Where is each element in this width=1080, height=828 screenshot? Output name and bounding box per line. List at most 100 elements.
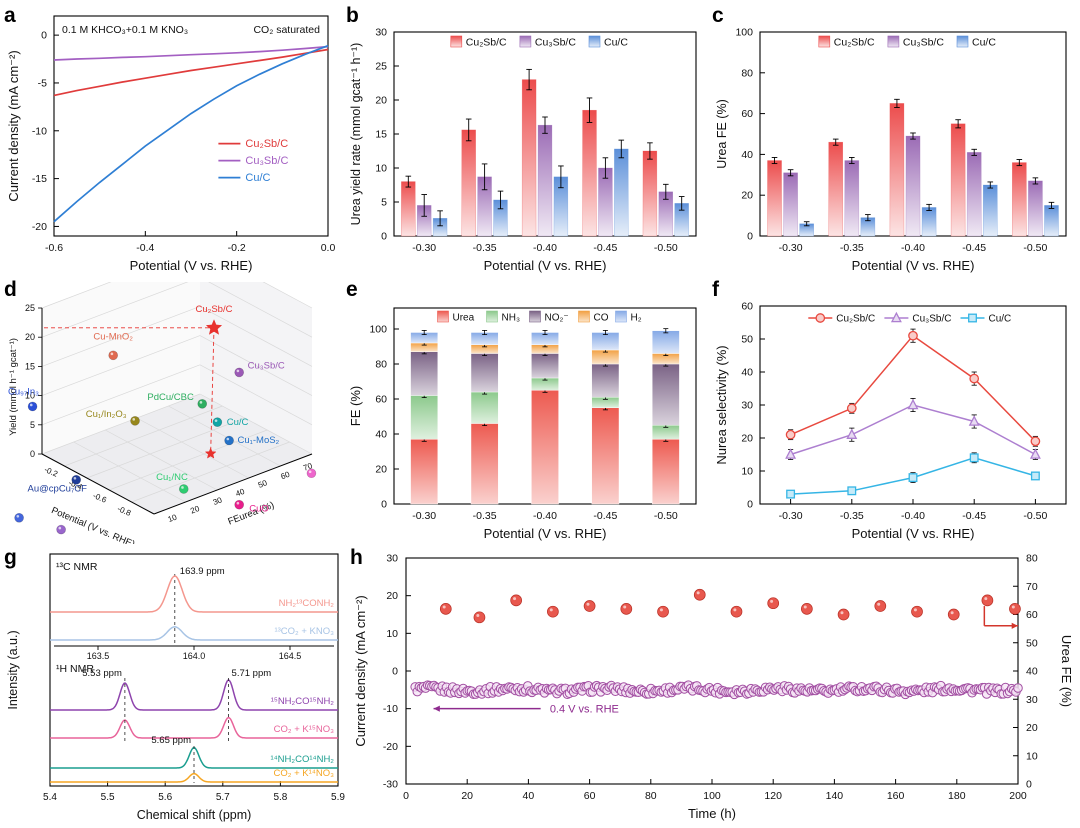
svg-text:Nurea selectivity (%): Nurea selectivity (%) [714, 345, 729, 464]
svg-text:100: 100 [369, 324, 387, 336]
svg-text:120: 120 [764, 790, 782, 802]
lsv-curve-Cu₃Sb/C [53, 45, 329, 61]
svg-text:-0.50: -0.50 [654, 242, 678, 254]
svg-text:5.6: 5.6 [158, 792, 172, 803]
svg-text:-0.40: -0.40 [533, 510, 557, 522]
svg-text:-10: -10 [32, 125, 47, 137]
svg-text:30: 30 [741, 400, 753, 412]
svg-text:H₂: H₂ [631, 313, 642, 324]
bar-Cu₂Sb/C--0.40 [521, 79, 537, 237]
stack-NH₃--0.35 [470, 391, 499, 424]
svg-text:0.4 V vs. RHE: 0.4 V vs. RHE [550, 704, 619, 716]
svg-text:25: 25 [25, 303, 35, 313]
stack-NO₂⁻--0.30 [410, 351, 438, 396]
bar-Cu/C--0.40 [921, 207, 937, 237]
svg-text:-0.35: -0.35 [473, 242, 497, 254]
svg-text:Cu/C: Cu/C [604, 37, 628, 49]
svg-text:Yield (mmol h⁻¹ gcat⁻¹): Yield (mmol h⁻¹ gcat⁻¹) [8, 338, 19, 436]
stack-Urea--0.35 [470, 423, 499, 505]
svg-text:10: 10 [375, 163, 387, 175]
svg-text:-0.45: -0.45 [593, 510, 617, 522]
panel-h-chart: 0 20 40 60 80 100 120 140 160 180 200-30-20-100102… [353, 553, 1074, 822]
svg-text:10: 10 [1026, 750, 1038, 762]
svg-text:Potential (V vs. RHE): Potential (V vs. RHE) [484, 526, 607, 541]
svg-text:60: 60 [584, 790, 596, 802]
panel-e-chart: 0 20 40 60 80 100 -0.30 -0.35 -0.40 -0.45 -0.50 Ure… [348, 307, 697, 541]
svg-text:20: 20 [386, 590, 398, 602]
svg-text:-0.45: -0.45 [962, 242, 986, 254]
svg-text:60: 60 [375, 394, 387, 406]
panel-d-letter: d [4, 278, 17, 301]
svg-text:5.4: 5.4 [43, 792, 57, 803]
svg-text:80: 80 [375, 359, 387, 371]
svg-text:50: 50 [741, 334, 753, 346]
bar-Cu/C--0.45 [614, 148, 629, 237]
svg-text:Cu₃Sb/C: Cu₃Sb/C [903, 37, 944, 49]
panel-e-letter: e [346, 278, 358, 301]
svg-text:-0.35: -0.35 [840, 510, 864, 522]
bar-Cu₃Sb/C--0.40 [537, 124, 553, 237]
stack-NO₂⁻--0.50 [652, 363, 680, 426]
svg-text:15: 15 [375, 129, 387, 141]
svg-text:NO₂⁻: NO₂⁻ [545, 313, 569, 324]
svg-text:60: 60 [1026, 609, 1038, 621]
current-density-band [410, 680, 1023, 700]
lsv-curve-Cu₂Sb/C [53, 48, 329, 97]
svg-text:70: 70 [302, 461, 314, 473]
svg-text:50: 50 [257, 478, 269, 490]
panel-g: g 5.4 5.5 5.6 5.7 5.8 5.9 Chemical shift (ppm)… [4, 546, 346, 824]
svg-text:-0.2: -0.2 [43, 465, 60, 479]
svg-text:164.0: 164.0 [183, 651, 206, 661]
svg-text:40: 40 [234, 487, 246, 499]
stack-Urea--0.30 [410, 439, 438, 505]
stack-Urea--0.45 [591, 407, 620, 505]
svg-text:5.8: 5.8 [273, 792, 287, 803]
svg-text:CO₂ + K¹⁵NO₃: CO₂ + K¹⁵NO₃ [274, 724, 334, 735]
svg-text:-15: -15 [32, 173, 47, 185]
catalyst-label-Cu₂Sb/C: Cu₂Sb/C [196, 304, 233, 315]
bar-Cu₃Sb/C--0.50 [1028, 180, 1043, 237]
svg-text:Cu/C: Cu/C [245, 172, 270, 184]
svg-text:200: 200 [1009, 790, 1027, 802]
svg-text:-0.8: -0.8 [116, 504, 133, 518]
svg-text:80: 80 [741, 67, 753, 79]
svg-text:Current density (mA cm⁻²): Current density (mA cm⁻²) [6, 50, 21, 201]
panel-b: b 0 5 10 15 20 25 30 -0.30 -0.35 -0.40 -0.45 -0.50 C… [346, 4, 706, 276]
svg-text:-0.35: -0.35 [840, 242, 864, 254]
svg-text:-0.40: -0.40 [901, 510, 925, 522]
catalyst-label-Cu-MnO₂: Cu-MnO₂ [93, 332, 133, 343]
svg-text:Cu/C: Cu/C [972, 37, 996, 49]
svg-text:40: 40 [1026, 666, 1038, 678]
catalyst-label-CuO: CuO [249, 503, 269, 514]
svg-text:0: 0 [403, 790, 409, 802]
svg-text:40: 40 [375, 429, 387, 441]
svg-text:60: 60 [279, 470, 291, 482]
bar-Cu₂Sb/C--0.40 [889, 103, 905, 237]
bar-Cu₂Sb/C--0.50 [642, 150, 658, 237]
catalyst-label-Au@cpCu₇CF: Au@cpCu₇CF [28, 484, 88, 495]
nmr-trace-NH₂¹³CONH₂ [50, 575, 338, 613]
svg-text:Chemical shift (ppm): Chemical shift (ppm) [137, 808, 252, 822]
svg-text:20: 20 [1026, 722, 1038, 734]
svg-text:Urea FE (%): Urea FE (%) [1059, 635, 1074, 707]
bar-Cu₃Sb/C--0.40 [905, 135, 921, 237]
svg-text:0: 0 [747, 499, 753, 511]
panel-f-letter: f [712, 278, 719, 301]
svg-text:-30: -30 [383, 779, 398, 791]
selectivity-line-Cu₂Sb/C [790, 334, 1036, 442]
svg-text:20: 20 [741, 190, 753, 202]
svg-text:CO₂ saturated: CO₂ saturated [253, 24, 320, 36]
svg-text:20: 20 [741, 433, 753, 445]
svg-text:10: 10 [167, 512, 179, 524]
catalyst-label-PdCu/CBC: PdCu/CBC [147, 392, 194, 403]
lsv-curve-Cu/C [53, 44, 329, 223]
svg-text:40: 40 [523, 790, 535, 802]
stack-NO₂⁻--0.35 [470, 353, 499, 393]
stack-Urea--0.50 [652, 439, 680, 505]
svg-text:5: 5 [381, 197, 387, 209]
stack-NH₃--0.30 [410, 395, 438, 440]
svg-text:-0.40: -0.40 [901, 242, 925, 254]
svg-text:Urea yield rate (mmol gcat⁻¹ h: Urea yield rate (mmol gcat⁻¹ h⁻¹) [349, 43, 363, 226]
panel-c-letter: c [712, 4, 724, 27]
nmr-trace-¹³CO₂ + KNO₃ [50, 626, 338, 641]
